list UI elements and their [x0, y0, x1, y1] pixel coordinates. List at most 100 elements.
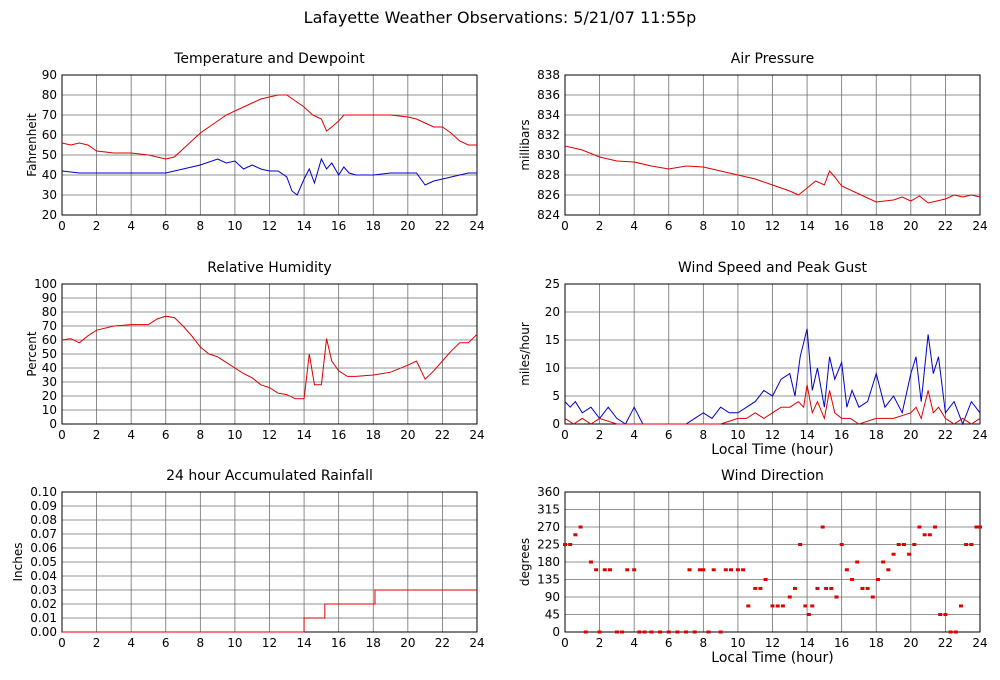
y-tick-label: 40 [42, 361, 57, 375]
y-tick-label: 50 [42, 148, 57, 162]
x-tick-label: 14 [799, 636, 814, 650]
y-tick-label: 830 [537, 148, 560, 162]
x-tick-label: 24 [972, 219, 987, 233]
data-point [917, 525, 922, 529]
x-tick-label: 8 [700, 219, 708, 233]
data-point [758, 586, 763, 590]
data-point [870, 595, 875, 599]
data-point [649, 630, 654, 634]
data-point [974, 525, 979, 529]
x-tick-label: 10 [730, 428, 745, 442]
data-point [844, 568, 849, 572]
data-point [729, 568, 733, 572]
x-tick-label: 16 [331, 428, 346, 442]
x-tick-label: 0 [561, 636, 569, 650]
data-point [642, 630, 647, 634]
y-tick-label: 10 [42, 403, 57, 417]
x-tick-label: 6 [665, 636, 673, 650]
data-point [697, 568, 702, 572]
series-line-red [62, 589, 477, 633]
y-tick-label: 60 [42, 128, 57, 142]
data-point [706, 630, 711, 634]
data-point [834, 595, 839, 599]
data-point [907, 552, 912, 556]
series-line-blue [564, 328, 981, 426]
y-tick-label: 826 [537, 188, 560, 202]
data-point [723, 568, 728, 572]
x-tick-label: 8 [700, 636, 708, 650]
x-tick-label: 2 [596, 636, 604, 650]
data-point [563, 543, 567, 546]
x-tick-label: 2 [93, 219, 101, 233]
y-axis-label: Fahrenheit [25, 113, 39, 177]
plot-frame [564, 283, 981, 425]
y-tick-label: 225 [537, 538, 560, 552]
y-tick-label: 20 [42, 208, 57, 222]
x-tick-label: 6 [665, 219, 673, 233]
x-tick-label: 2 [93, 636, 101, 650]
data-point [701, 568, 706, 572]
x-tick-label: 20 [903, 428, 918, 442]
y-tick-label: 838 [537, 68, 560, 82]
x-tick-label: 8 [700, 428, 708, 442]
y-tick-label: 60 [42, 333, 57, 347]
x-axis-label: Local Time (hour) [711, 442, 833, 458]
data-point [820, 525, 825, 529]
data-point [815, 586, 820, 590]
data-point [588, 560, 593, 564]
x-tick-label: 22 [435, 636, 450, 650]
data-point [746, 604, 751, 608]
data-point [597, 630, 602, 634]
x-tick-label: 16 [834, 428, 849, 442]
data-point [602, 568, 607, 572]
x-tick-label: 24 [469, 428, 484, 442]
data-point [860, 586, 865, 590]
data-point [964, 543, 969, 546]
x-tick-label: 2 [93, 428, 101, 442]
y-tick-label: 30 [42, 188, 57, 202]
y-tick-label: 315 [537, 503, 560, 517]
data-point [583, 630, 588, 634]
x-tick-label: 14 [799, 428, 814, 442]
data-point [594, 568, 599, 572]
x-tick-label: 14 [296, 428, 311, 442]
data-point [718, 630, 723, 634]
x-tick-label: 0 [561, 428, 569, 442]
x-tick-label: 12 [262, 428, 277, 442]
y-tick-label: 40 [42, 168, 57, 182]
x-tick-label: 14 [296, 636, 311, 650]
y-tick-label: 0.03 [30, 583, 57, 597]
y-tick-label: 0.09 [30, 499, 57, 513]
x-tick-label: 4 [630, 428, 638, 442]
x-tick-label: 12 [765, 219, 780, 233]
x-tick-label: 20 [903, 636, 918, 650]
data-point [891, 552, 896, 556]
x-tick-label: 18 [869, 636, 884, 650]
data-point [692, 630, 697, 634]
page-title: Lafayette Weather Observations: 5/21/07 … [303, 8, 697, 27]
x-tick-label: 24 [972, 636, 987, 650]
y-tick-label: 180 [537, 555, 560, 569]
x-tick-label: 16 [834, 219, 849, 233]
x-tick-label: 12 [765, 636, 780, 650]
series-line-red [564, 145, 981, 204]
data-point [896, 543, 901, 546]
x-tick-label: 20 [400, 428, 415, 442]
y-axis-label: Inches [11, 543, 25, 582]
y-tick-label: 70 [42, 319, 57, 333]
x-tick-label: 10 [227, 219, 242, 233]
y-tick-label: 100 [34, 277, 57, 291]
x-tick-label: 14 [799, 219, 814, 233]
data-point [948, 630, 953, 634]
y-axis-label: miles/hour [518, 322, 532, 386]
y-tick-label: 832 [537, 128, 560, 142]
data-point [958, 604, 963, 608]
data-point [829, 586, 834, 590]
x-tick-label: 0 [58, 636, 66, 650]
y-tick-label: 0.10 [30, 485, 57, 499]
x-tick-label: 22 [938, 219, 953, 233]
x-tick-label: 10 [227, 428, 242, 442]
x-tick-label: 18 [366, 219, 381, 233]
x-tick-label: 12 [262, 636, 277, 650]
